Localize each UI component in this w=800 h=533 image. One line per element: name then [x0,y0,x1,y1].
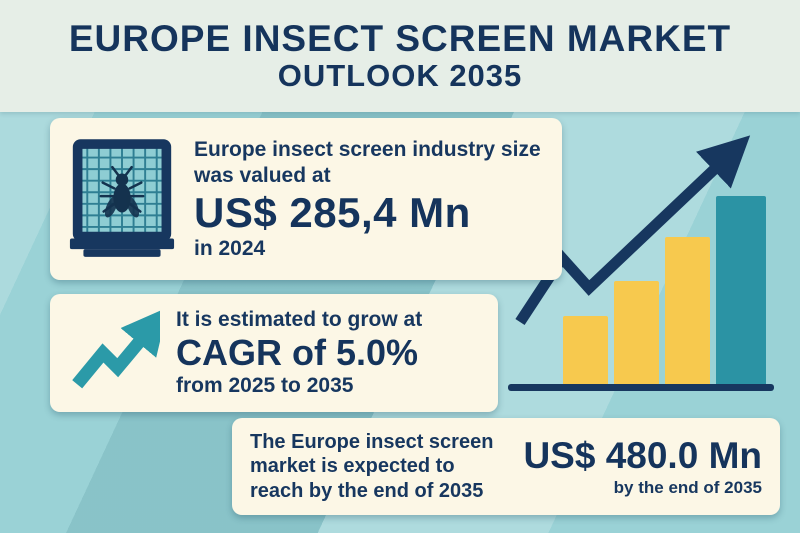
growth-arrow-icon [68,310,160,396]
stat-card-market-value-2024: Europe insect screen industry size was v… [50,118,562,280]
stat-card-cagr: It is estimated to grow at CAGR of 5.0% … [50,294,498,412]
card1-lead: Europe insect screen industry size was v… [194,138,541,187]
card2-suffix: from 2025 to 2035 [176,374,354,398]
card3-suffix: by the end of 2035 [613,478,762,498]
header: EUROPE INSECT SCREEN MARKET OUTLOOK 2035 [0,0,800,112]
chart-bar-4 [716,196,766,384]
chart-baseline [508,384,774,391]
insect-screen-icon [68,136,176,262]
page-subtitle: OUTLOOK 2035 [277,57,523,93]
page-title: EUROPE INSECT SCREEN MARKET [68,17,732,59]
chart-bar-3 [665,237,710,384]
card3-lead: The Europe insect screen market is expec… [250,430,494,502]
chart-bar-2 [614,281,659,384]
card1-suffix: in 2024 [194,236,266,260]
stat-card-forecast-2035: The Europe insect screen market is expec… [232,418,780,515]
card1-value: US$ 285,4 Mn [194,188,471,236]
chart-bar-1 [563,316,608,384]
card2-value: CAGR of 5.0% [176,332,419,374]
growth-bar-chart [563,196,766,384]
card2-lead: It is estimated to grow at [176,308,423,332]
card3-value: US$ 480.0 Mn [523,434,762,476]
